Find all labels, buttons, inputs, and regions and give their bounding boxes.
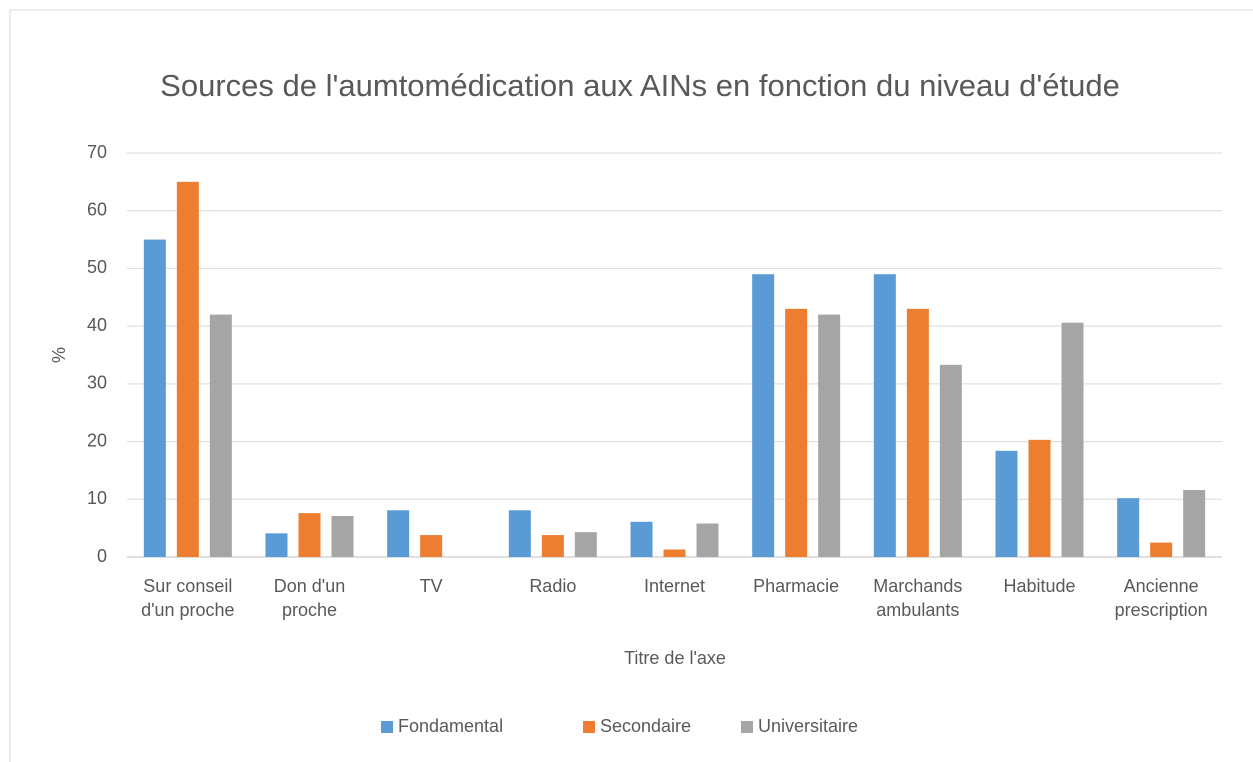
chart-title: Sources de l'aumtomédication aux AINs en… [160, 68, 1120, 103]
bar [906, 308, 929, 557]
bar [420, 535, 443, 557]
x-tick-label: TV [419, 576, 443, 596]
bar [143, 239, 166, 558]
bar [630, 521, 653, 557]
bar [265, 533, 288, 557]
chart-border [9, 9, 1253, 762]
y-tick-label: 60 [87, 199, 107, 219]
y-tick-label: 50 [87, 257, 107, 277]
y-tick-label: 70 [87, 142, 107, 162]
bar [818, 314, 841, 557]
bar [873, 274, 896, 557]
x-tick-label: Habitude [1003, 576, 1076, 596]
legend-swatch [741, 721, 753, 733]
y-axis-title: % [49, 347, 69, 363]
x-tick-label: Marchands ambulants [873, 576, 963, 620]
bar [331, 516, 354, 557]
bar [508, 510, 531, 557]
legend-label: Fondamental [398, 716, 503, 736]
bar [663, 549, 686, 557]
bar [752, 274, 775, 557]
bar [1061, 322, 1084, 557]
bar [541, 535, 564, 557]
bar [387, 510, 410, 557]
legend-swatch [381, 721, 393, 733]
y-tick-label: 10 [87, 488, 107, 508]
x-tick-label: Don d'un proche [273, 576, 346, 620]
y-tick-label: 40 [87, 315, 107, 335]
bar [696, 523, 719, 557]
x-tick-label: Ancienne prescription [1114, 576, 1208, 620]
y-tick-label: 0 [97, 546, 107, 566]
legend-swatch [583, 721, 595, 733]
bar [1150, 542, 1173, 557]
x-axis-title: Titre de l'axe [624, 648, 726, 668]
x-tick-label: Internet [643, 576, 706, 596]
bar [1028, 439, 1051, 557]
x-tick-label: Sur conseil d'un proche [141, 576, 235, 620]
bar [995, 450, 1018, 557]
legend-label: Universitaire [758, 716, 858, 736]
y-tick-label: 20 [87, 430, 107, 450]
bar [176, 181, 199, 557]
y-tick-label: 30 [87, 373, 107, 393]
bar [785, 308, 808, 557]
bar [939, 364, 962, 557]
legend-label: Secondaire [600, 716, 691, 736]
x-tick-label: Pharmacie [753, 576, 840, 596]
bar [574, 532, 597, 557]
bar [1117, 498, 1140, 557]
bar [209, 314, 232, 557]
bar [1183, 490, 1206, 557]
x-tick-label: Radio [529, 576, 577, 596]
bar [298, 513, 321, 557]
